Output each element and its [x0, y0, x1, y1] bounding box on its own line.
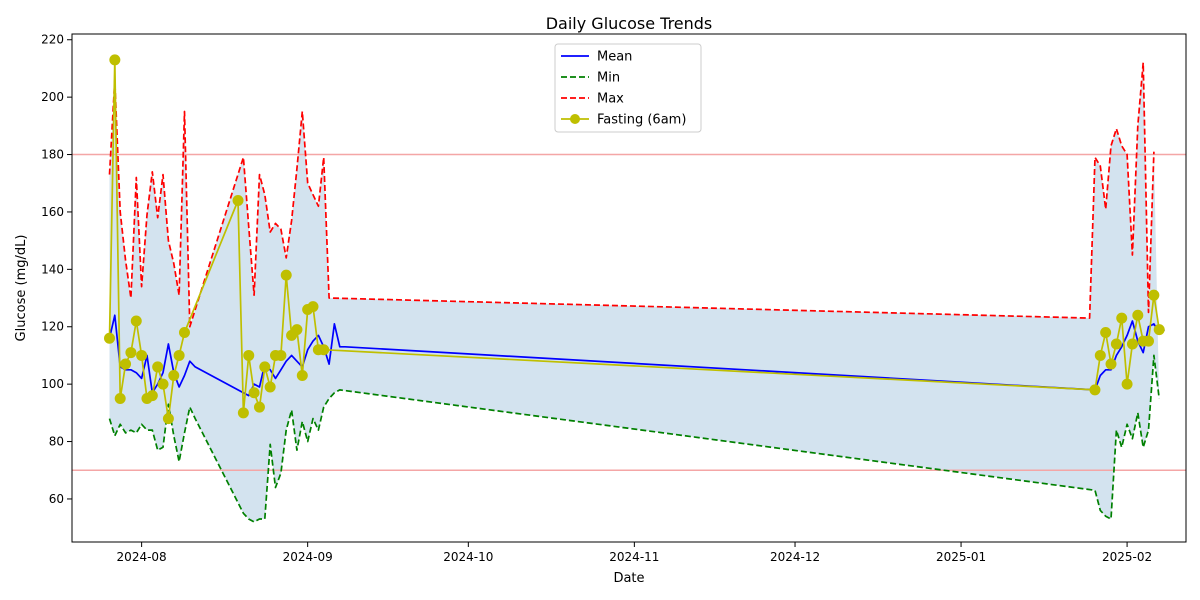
data-point-fasting-6am — [1153, 324, 1165, 336]
data-point-fasting-6am — [1148, 289, 1160, 301]
legend-label-max: Max — [597, 92, 624, 107]
data-point-fasting-6am — [1132, 309, 1144, 321]
data-point-fasting-6am — [178, 326, 190, 338]
data-point-fasting-6am — [146, 390, 158, 402]
y-tick-label: 220 — [41, 33, 64, 47]
data-point-fasting-6am — [275, 349, 287, 361]
data-point-fasting-6am — [173, 349, 185, 361]
data-point-fasting-6am — [264, 381, 276, 393]
y-tick-label: 120 — [41, 320, 64, 334]
data-point-fasting-6am — [232, 194, 244, 206]
y-tick-label: 180 — [41, 148, 64, 162]
data-point-fasting-6am — [318, 344, 330, 356]
data-point-fasting-6am — [1116, 312, 1128, 324]
legend: Mean Min Max Fasting (6am) — [554, 43, 702, 133]
data-point-fasting-6am — [1110, 338, 1122, 350]
x-tick-label: 2024-08 — [117, 550, 167, 564]
series-line-max — [108, 61, 1155, 328]
min-max-band — [109, 62, 1160, 522]
y-tick-label: 80 — [49, 435, 64, 449]
data-point-fasting-6am — [162, 413, 174, 425]
data-point-fasting-6am — [114, 392, 126, 404]
y-tick-label: 160 — [41, 205, 64, 219]
data-point-fasting-6am — [1126, 338, 1138, 350]
data-point-fasting-6am — [243, 349, 255, 361]
data-point-fasting-6am — [136, 349, 148, 361]
data-point-fasting-6am — [157, 378, 169, 390]
chart-title: Daily Glucose Trends — [546, 14, 713, 33]
y-tick-label: 60 — [49, 492, 64, 506]
data-point-fasting-6am — [259, 361, 271, 373]
x-tick-label: 2025-01 — [936, 550, 986, 564]
data-point-fasting-6am — [1105, 358, 1117, 370]
data-point-fasting-6am — [120, 358, 132, 370]
data-point-fasting-6am — [168, 370, 180, 382]
data-point-fasting-6am — [103, 332, 115, 344]
data-point-fasting-6am — [237, 407, 249, 419]
data-point-fasting-6am — [307, 301, 319, 313]
legend-box — [554, 43, 702, 133]
data-point-fasting-6am — [1121, 378, 1133, 390]
data-point-fasting-6am — [130, 315, 142, 327]
x-tick-label: 2024-10 — [443, 550, 493, 564]
data-point-fasting-6am — [1094, 349, 1106, 361]
x-tick-label: 2025-02 — [1102, 550, 1152, 564]
legend-label-fasting-6am: Fasting (6am) — [597, 113, 686, 128]
data-point-fasting-6am — [253, 401, 265, 413]
data-point-fasting-6am — [109, 54, 121, 66]
data-point-fasting-6am — [280, 269, 292, 281]
y-tick-label: 100 — [41, 377, 64, 391]
data-point-fasting-6am — [291, 324, 303, 336]
y-axis-label: Glucose (mg/dL) — [14, 235, 29, 342]
data-point-fasting-6am — [1100, 326, 1112, 338]
data-point-fasting-6am — [248, 387, 260, 399]
plot-frame — [71, 33, 1187, 543]
data-point-fasting-6am — [1089, 384, 1101, 396]
series-layer — [103, 54, 1166, 523]
reference-lines — [72, 153, 1186, 471]
x-tick-label: 2024-09 — [283, 550, 333, 564]
data-point-fasting-6am — [152, 361, 164, 373]
data-point-fasting-6am — [1143, 335, 1155, 347]
y-tick-label: 140 — [41, 262, 64, 276]
data-point-fasting-6am — [125, 347, 137, 359]
x-axis-label: Date — [613, 571, 644, 586]
legend-label-mean: Mean — [597, 50, 632, 65]
y-tick-label: 200 — [41, 90, 64, 104]
x-tick-label: 2024-11 — [609, 550, 659, 564]
x-tick-label: 2024-12 — [770, 550, 820, 564]
series-line-min — [108, 354, 1161, 523]
legend-label-min: Min — [597, 71, 620, 86]
min-max-band-layer — [109, 62, 1160, 522]
legend-marker-fasting-6am — [570, 114, 580, 124]
axes: 2024-08 2024-09 2024-10 2024-11 2024-12 2025-… — [41, 33, 1187, 564]
data-point-fasting-6am — [296, 370, 308, 382]
